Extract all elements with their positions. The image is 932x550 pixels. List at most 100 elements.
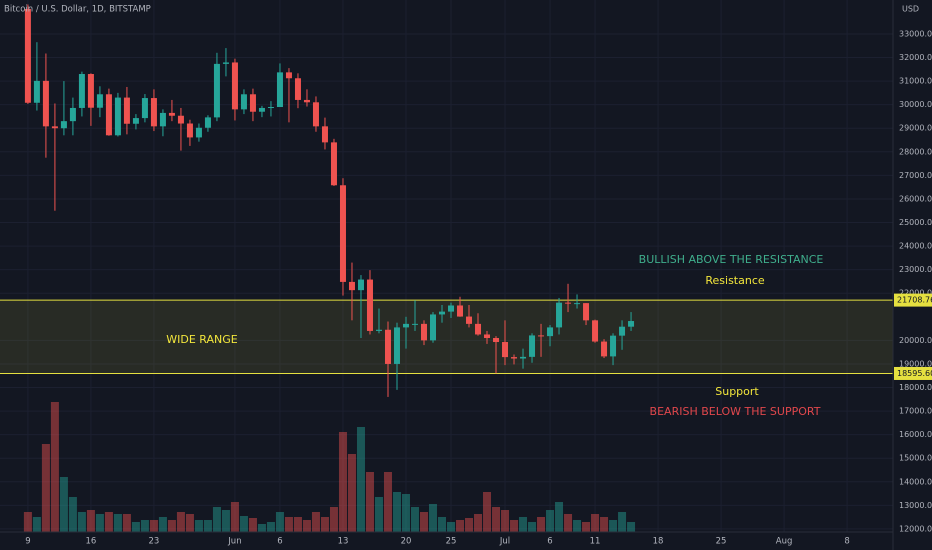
volume-bar [374,497,383,532]
candle-body [321,126,328,143]
volume-bar [555,502,564,532]
x-tick-label: 9 [25,537,30,547]
candle-body [619,326,626,336]
candle-body [159,112,166,127]
x-tick-label: 8 [844,537,849,547]
annotation: BULLISH ABOVE THE RESISTANCE [639,253,824,266]
candle-body [330,142,337,186]
volume-bar [428,504,437,532]
y-tick-label: 30000.00 [899,100,932,109]
candle-body [312,102,319,127]
candle-body [24,8,31,103]
candle-body [69,107,76,122]
candle-body [438,311,445,315]
volume-bar [356,427,365,532]
volume-bar [401,494,410,532]
level-label: 18595.60 [897,369,932,378]
volume-bar [456,520,465,532]
candle-body [195,127,202,138]
volume-bar [104,512,113,532]
candle-body [601,341,608,357]
x-tick-label: 6 [547,537,552,547]
candle-body [42,80,49,127]
volume-bar [329,507,338,532]
y-tick-label: 23000.00 [899,265,932,274]
volume-bar [609,520,618,532]
candle-body [177,115,184,124]
candle-body [78,74,85,108]
volume-bar [582,522,591,532]
volume-bar [627,522,636,532]
candle-body [375,329,382,331]
y-tick-label: 24000.00 [899,242,932,251]
volume-bar [149,520,158,532]
candle-body [186,123,193,138]
candle-body [366,279,373,331]
candle-body [303,99,310,103]
volume-bar [383,472,392,532]
volume-bar [519,517,528,532]
candle-body [547,327,554,337]
candle-body [538,335,545,337]
volume-bar [266,522,275,532]
candle-body [60,121,67,129]
volume-bar [41,444,50,532]
volume-bar [293,517,302,532]
x-tick-label: 20 [401,537,412,547]
y-tick-label: 20000.00 [899,336,932,345]
y-tick-label: 14000.00 [899,477,932,486]
volume-bar [167,520,176,532]
annotation: Support [715,385,759,398]
candles [24,4,635,397]
candle-body [466,316,473,324]
chart-title: Bitcoin / U.S. Dollar, 1D, BITSTAMP [4,5,151,15]
y-tick-label: 29000.00 [899,124,932,133]
x-tick-label: 25 [716,537,727,547]
x-tick-label: 11 [590,537,601,547]
candle-body [628,321,635,327]
candle-body [429,314,436,341]
grid [0,0,893,532]
candle-body [511,357,518,359]
candle-body [556,302,563,328]
y-axis-label: USD [902,5,919,14]
volume-bar [158,517,167,532]
level-tag [894,293,932,307]
y-tick-label: 28000.00 [899,147,932,156]
candle-body [222,62,229,64]
y-tick-label: 26000.00 [899,194,932,203]
candle-body [204,117,211,128]
annotation: BEARISH BELOW THE SUPPORT [650,405,821,418]
candle-body [411,323,418,325]
volume-bar [483,492,492,532]
candle-body [565,302,572,304]
volume-bar [447,522,456,532]
volume-bar [492,507,501,532]
volume-bar [113,514,122,532]
candle-body [339,185,346,282]
volume-bar [176,512,185,532]
volume-bar [537,517,546,532]
y-axis-panel [893,0,932,550]
volume-bar [185,514,194,532]
candle-body [420,323,427,341]
volume-bar [510,520,519,532]
y-tick-label: 16000.00 [899,430,932,439]
volume-bar [501,510,510,532]
candle-body [231,62,238,110]
candle-body [87,74,94,108]
candle-body [150,98,157,127]
candle-body [276,72,283,108]
candle-body [168,112,175,116]
volume-bar [131,522,140,532]
volume-bar [419,512,428,532]
volume-bar [284,517,293,532]
x-tick-label: 25 [446,537,457,547]
candle-body [520,356,527,359]
candle-body [384,329,391,364]
candle-body [141,98,148,119]
y-tick-label: 22000.00 [899,289,932,298]
